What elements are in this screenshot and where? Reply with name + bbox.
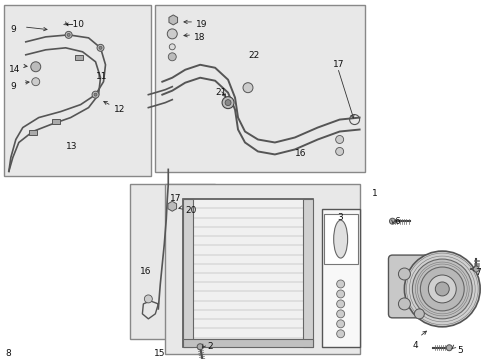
Circle shape bbox=[224, 100, 230, 105]
Text: 7: 7 bbox=[474, 268, 480, 277]
Circle shape bbox=[169, 44, 175, 50]
Bar bbox=[183, 199, 193, 347]
Text: 13: 13 bbox=[65, 143, 77, 152]
Bar bbox=[323, 214, 357, 264]
Circle shape bbox=[97, 44, 104, 51]
Text: 1: 1 bbox=[371, 189, 377, 198]
Circle shape bbox=[99, 46, 102, 49]
Text: 21: 21 bbox=[215, 88, 226, 97]
Circle shape bbox=[411, 259, 471, 319]
Bar bbox=[302, 199, 312, 347]
Text: 8: 8 bbox=[6, 349, 12, 358]
Circle shape bbox=[336, 310, 344, 318]
Bar bbox=[321, 209, 359, 347]
Bar bbox=[183, 339, 312, 347]
Text: 22: 22 bbox=[247, 51, 259, 60]
Text: 6: 6 bbox=[394, 217, 399, 226]
Circle shape bbox=[222, 96, 234, 109]
Bar bbox=[130, 184, 215, 339]
Text: 12: 12 bbox=[113, 105, 124, 114]
Text: 17: 17 bbox=[332, 60, 344, 69]
Circle shape bbox=[335, 135, 343, 144]
Circle shape bbox=[167, 29, 177, 39]
Bar bbox=[52, 119, 60, 124]
Bar bbox=[165, 184, 359, 354]
Text: 14: 14 bbox=[9, 65, 20, 74]
Circle shape bbox=[336, 300, 344, 308]
Circle shape bbox=[31, 62, 41, 72]
Circle shape bbox=[197, 344, 203, 350]
Circle shape bbox=[427, 275, 455, 303]
Circle shape bbox=[420, 267, 463, 311]
Bar bbox=[155, 5, 364, 172]
Circle shape bbox=[434, 282, 448, 296]
Text: 9: 9 bbox=[11, 25, 17, 34]
Circle shape bbox=[243, 83, 252, 93]
Circle shape bbox=[336, 290, 344, 298]
Circle shape bbox=[94, 93, 97, 96]
Circle shape bbox=[398, 268, 409, 280]
Circle shape bbox=[335, 148, 343, 156]
Polygon shape bbox=[168, 15, 177, 25]
Circle shape bbox=[168, 53, 176, 61]
Text: 5: 5 bbox=[456, 346, 462, 355]
Circle shape bbox=[388, 218, 395, 224]
Text: 16: 16 bbox=[140, 267, 152, 276]
Circle shape bbox=[144, 295, 152, 303]
Circle shape bbox=[398, 298, 409, 310]
Ellipse shape bbox=[333, 220, 347, 258]
Circle shape bbox=[32, 78, 40, 86]
Bar bbox=[4, 5, 151, 176]
Text: 2: 2 bbox=[207, 342, 212, 351]
Circle shape bbox=[67, 33, 70, 36]
Circle shape bbox=[92, 91, 99, 98]
Circle shape bbox=[404, 251, 479, 327]
Bar bbox=[75, 55, 82, 60]
Circle shape bbox=[336, 320, 344, 328]
Bar bbox=[29, 130, 37, 135]
Text: 18: 18 bbox=[194, 33, 205, 42]
FancyBboxPatch shape bbox=[387, 255, 446, 318]
Text: 3: 3 bbox=[337, 213, 343, 222]
Text: 20: 20 bbox=[185, 206, 196, 215]
Bar bbox=[183, 199, 312, 347]
Circle shape bbox=[336, 280, 344, 288]
Text: ←10: ←10 bbox=[65, 20, 84, 29]
Circle shape bbox=[336, 330, 344, 338]
Text: 11: 11 bbox=[95, 72, 107, 81]
Text: 4: 4 bbox=[411, 341, 417, 350]
Text: 17: 17 bbox=[170, 194, 182, 203]
Text: 15: 15 bbox=[154, 349, 165, 358]
Circle shape bbox=[413, 309, 424, 319]
Circle shape bbox=[472, 266, 478, 272]
Text: 9: 9 bbox=[11, 82, 17, 91]
Polygon shape bbox=[167, 201, 176, 211]
Text: 19: 19 bbox=[196, 20, 207, 29]
Circle shape bbox=[65, 31, 72, 39]
Circle shape bbox=[446, 345, 451, 351]
Text: 16: 16 bbox=[294, 149, 305, 158]
